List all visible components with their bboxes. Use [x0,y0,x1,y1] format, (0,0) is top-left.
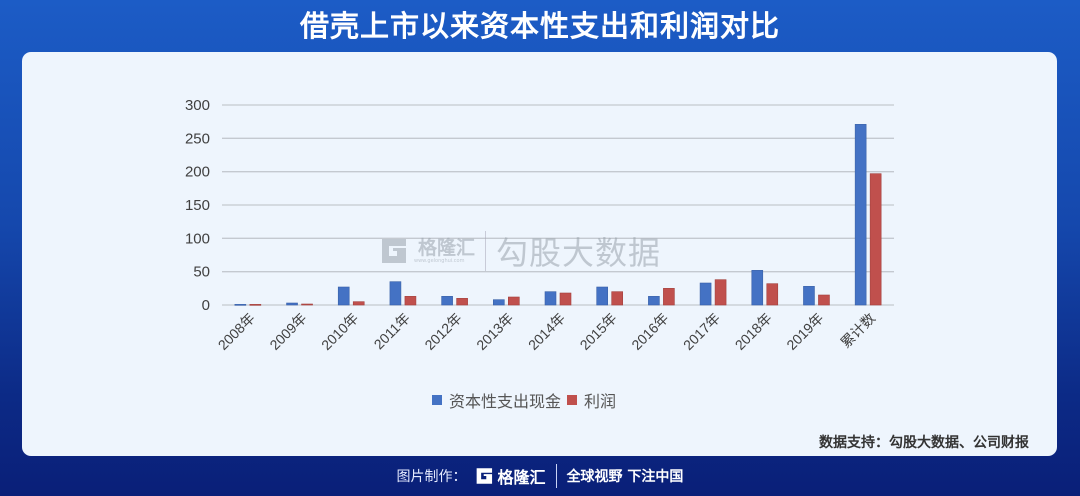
bar-profit [352,301,365,306]
footer-slogan: 全球视野 下注中国 [566,469,684,485]
chart-title: 借壳上市以来资本性支出和利润对比 [299,9,780,43]
bar-capex [337,286,350,306]
x-tick-label: 2018年 [732,310,775,353]
data-source: 数据支持：勾股大数据、公司财报 [819,435,1029,451]
x-tick-label: 2016年 [628,310,671,353]
watermark-divider [485,231,487,271]
chart-card: 0 50 100 150 200 250 300 2008年 2009年 2010年 2011年 20… [22,52,1057,456]
gelonghui-logo-icon [382,239,406,263]
bar-capex [751,270,764,306]
x-tick-label: 2012年 [421,310,464,353]
footer-label: 图片制作： [396,469,467,485]
x-tick-label: 2010年 [318,310,361,353]
bar-capex [648,296,660,306]
legend-swatch-blue [432,395,442,405]
bar-profit [714,279,727,306]
bar-capex [389,281,402,306]
bar-profit [663,288,675,306]
bar-profit [508,296,520,306]
watermark-url: www.gelonghui.com [414,257,465,264]
bar-profit [456,298,468,306]
y-tick-label: 250 [185,130,210,147]
bar-capex [493,299,505,306]
watermark: 格隆汇 www.gelonghui.com 勾股大数据 [380,228,661,274]
gelonghui-logo-icon [476,468,492,484]
footer: 图片制作： 格隆汇 全球视野 下注中国 [0,462,1080,490]
bar-profit [869,173,882,306]
x-tick-label: 2009年 [266,310,309,353]
bar-profit [766,283,779,306]
legend-label: 利润 [584,392,617,411]
legend-label: 资本性支出现金 [449,392,562,411]
footer-brand: 格隆汇 [497,468,546,487]
x-tick-label: 2014年 [525,310,568,353]
bar-capex [596,286,608,306]
watermark-text: 勾股大数据 [496,234,662,272]
bar-profit [404,296,417,306]
watermark-brand: 格隆汇 [418,236,476,259]
footer-divider [555,464,557,488]
bar-capex [854,124,867,306]
bar-capex [234,304,247,306]
bar-profit [301,303,313,306]
bar-capex [441,296,453,306]
bar-profit [249,304,262,306]
x-tick-label: 2017年 [680,310,723,353]
chart-legend: 资本性支出现金 利润 [432,388,622,412]
x-tick-label: 2013年 [473,310,516,353]
bar-profit [559,292,572,306]
y-tick-label: 100 [185,230,210,247]
legend-item-capex: 资本性支出现金 [432,388,561,412]
x-tick-label: 2011年 [371,310,414,353]
y-tick-label: 300 [185,97,210,114]
bar-profit [611,291,623,306]
x-tick-label: 2019年 [783,310,826,353]
legend-item-profit: 利润 [567,388,616,412]
bar-capex [803,286,815,306]
bar-capex [286,302,298,306]
x-tick-label: 2015年 [577,310,620,353]
x-tick-label: 累计数 [837,310,878,351]
y-tick-label: 200 [185,164,210,181]
legend-swatch-red [567,395,578,405]
y-tick-label: 150 [185,197,210,214]
y-tick-label: 0 [202,297,210,314]
y-tick-label: 50 [193,264,210,281]
x-tick-label: 2008年 [215,310,258,353]
bar-profit [818,294,830,306]
bar-capex [699,282,712,306]
bar-capex [544,291,557,306]
